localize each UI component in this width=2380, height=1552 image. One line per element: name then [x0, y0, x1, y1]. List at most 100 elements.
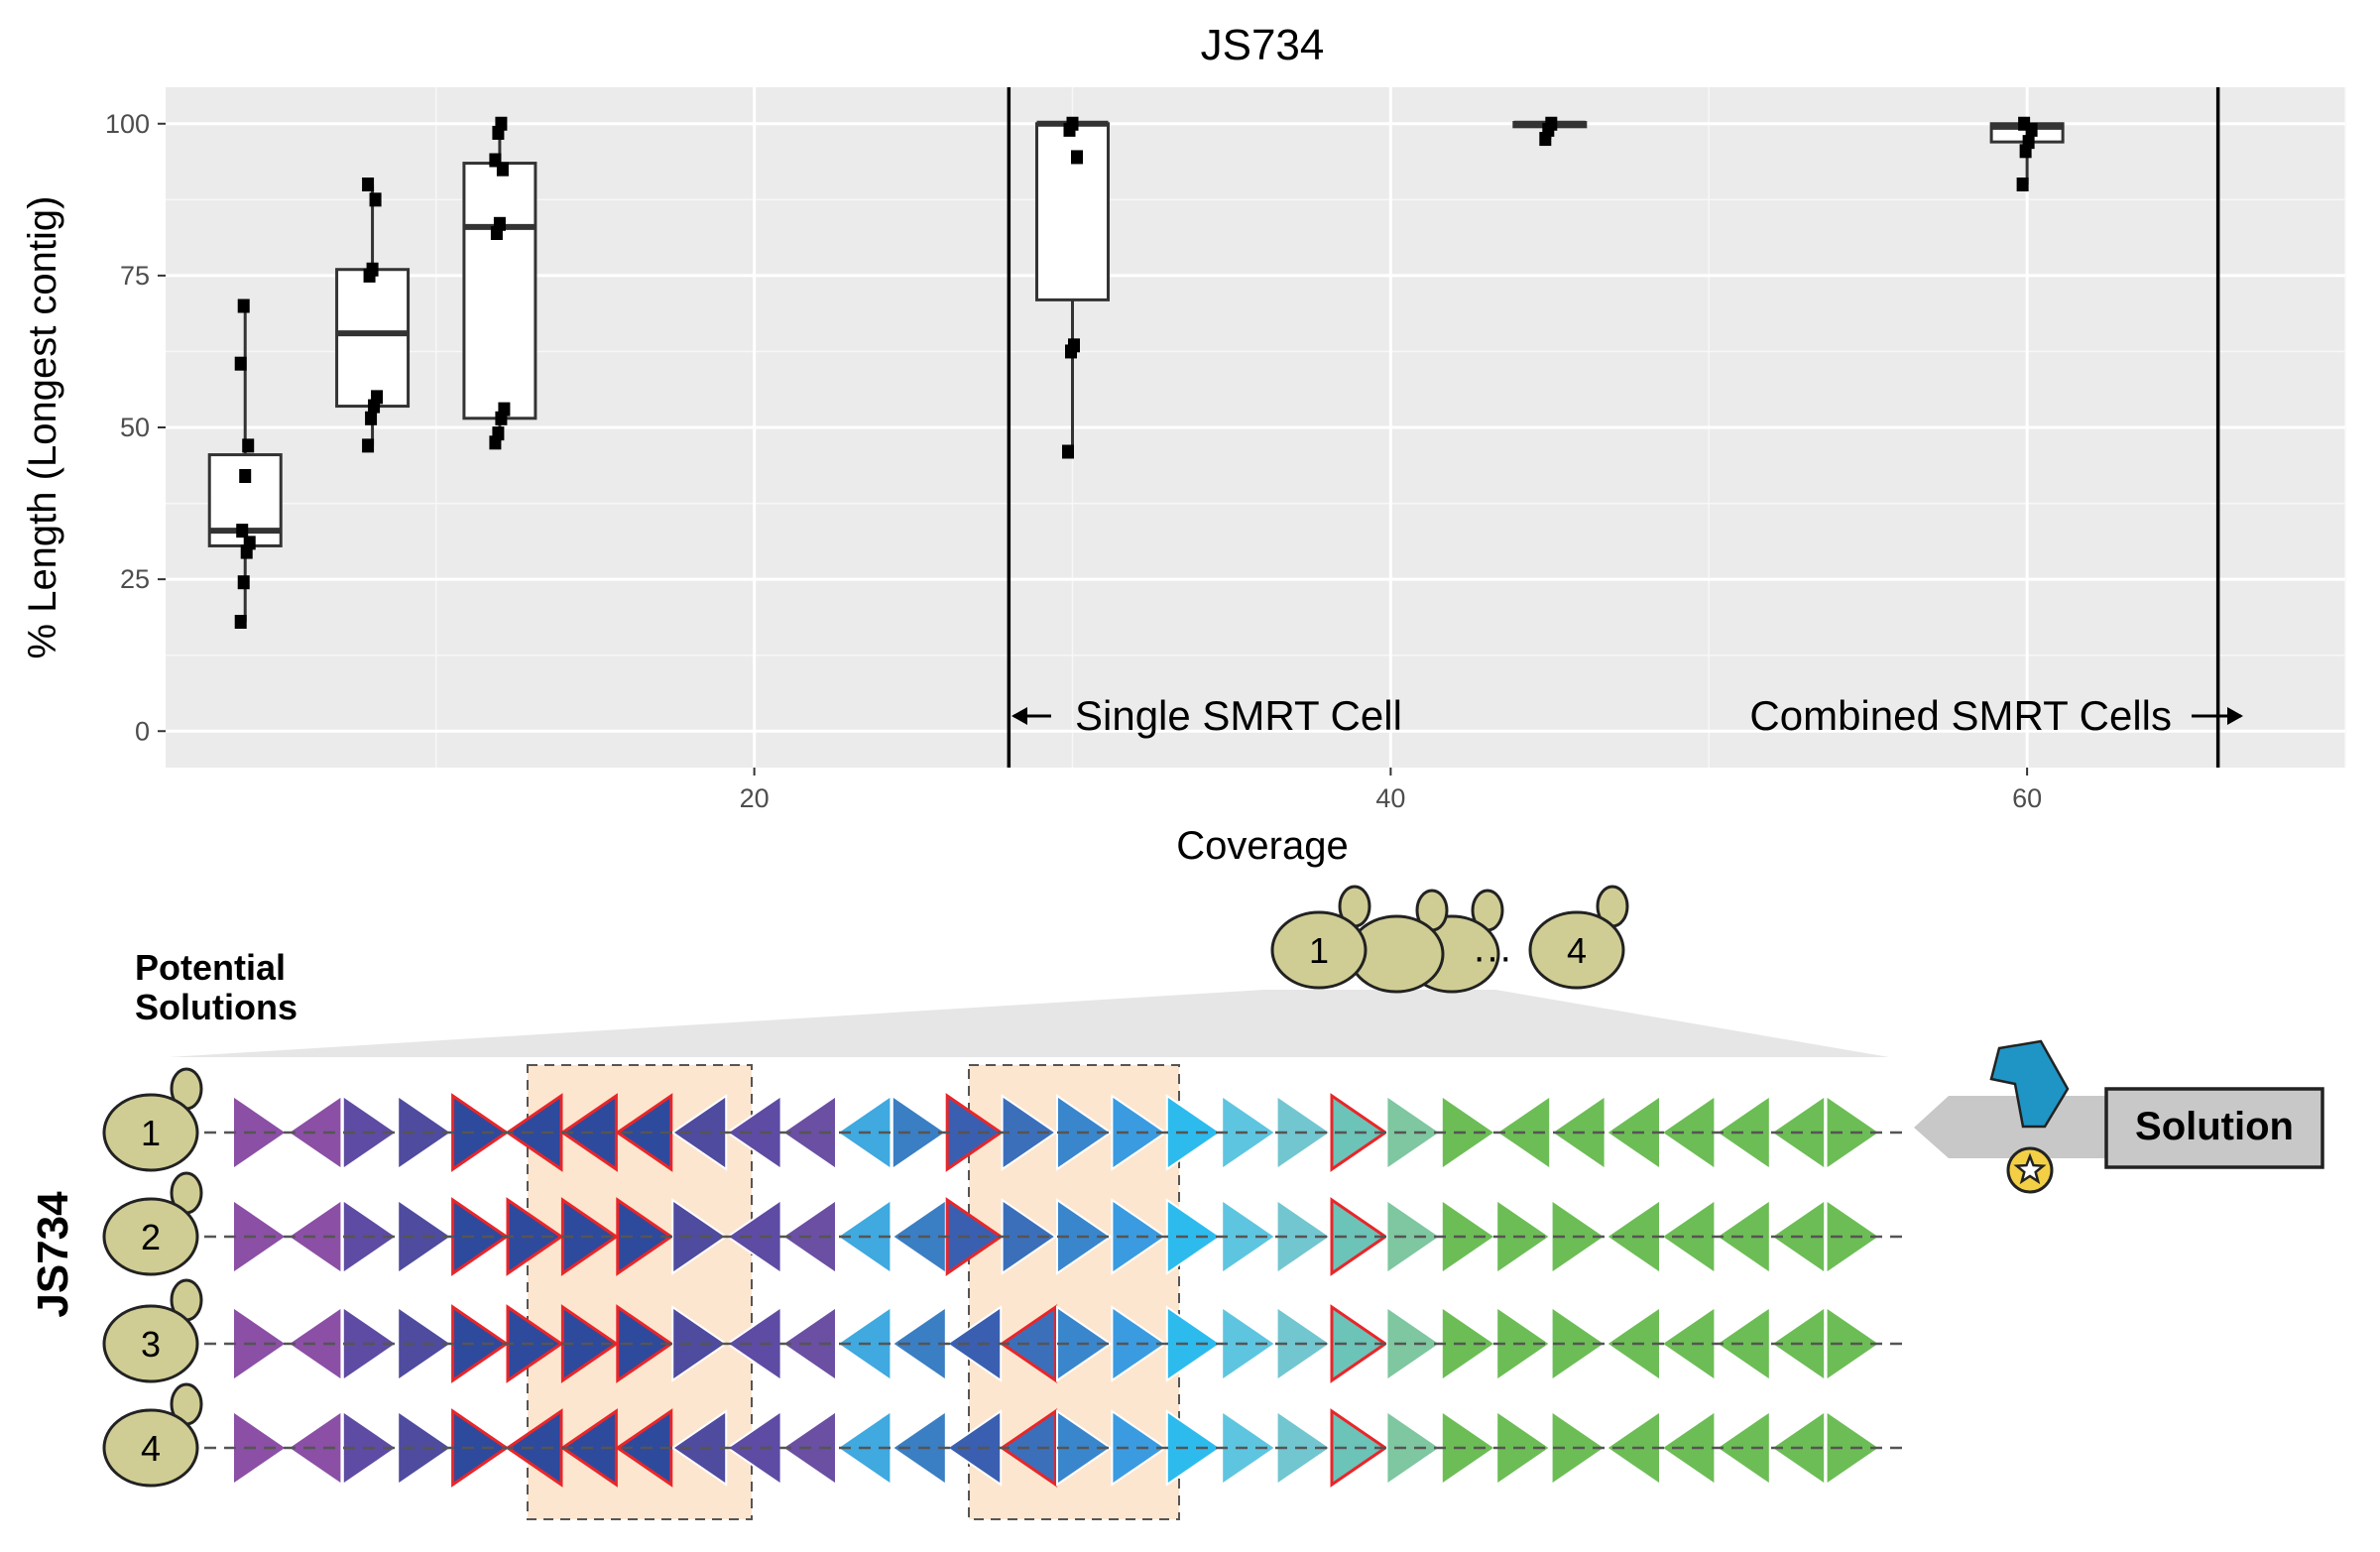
yeast-number: 3 — [141, 1324, 161, 1365]
data-point — [366, 262, 379, 277]
gene-arrow-right — [232, 1305, 289, 1382]
data-point — [2025, 122, 2038, 137]
combined-smrt-label: Combined SMRT Cells — [1749, 692, 2172, 739]
gene-arrow-right — [451, 1093, 510, 1172]
data-point — [2022, 135, 2035, 150]
gene-arrow-right — [1221, 1198, 1277, 1275]
gene-arrow-right — [671, 1198, 728, 1275]
potential-solutions-label: Potential Solutions — [135, 947, 298, 1027]
y-tick-label: 0 — [135, 716, 150, 746]
chart: JS734 0 25 50 75 100 20 40 60 Coverage % Lengt… — [21, 21, 2346, 868]
solution-row-4: 4 — [102, 1382, 1904, 1488]
y-tick-label: 25 — [120, 564, 150, 594]
data-point — [237, 298, 250, 313]
data-point — [1067, 338, 1080, 353]
ellipsis-label: ··· — [1473, 935, 1512, 979]
gene-arrow-left — [1659, 1198, 1717, 1275]
data-point — [2018, 116, 2031, 131]
gene-arrow-left — [1659, 1094, 1717, 1171]
yeast-number: 1 — [1309, 930, 1329, 971]
gene-arrow-right — [1221, 1409, 1277, 1487]
gene-arrow-right — [1440, 1094, 1497, 1171]
gene-arrow-right — [1440, 1409, 1497, 1487]
data-point — [2019, 144, 2032, 159]
data-point — [362, 178, 375, 191]
gene-arrow-right — [232, 1198, 289, 1275]
yeast-cell-4: 4 — [1528, 885, 1629, 990]
data-point — [1066, 116, 1079, 131]
x-axis-label: Coverage — [1176, 824, 1348, 868]
annotation-combined: Combined SMRT Cells — [1749, 692, 2243, 739]
x-tick-label: 40 — [1375, 783, 1405, 813]
y-tick-label: 100 — [105, 109, 150, 139]
solution-row-1: 1 — [102, 1067, 1904, 1172]
data-point — [371, 390, 384, 405]
x-axis-ticks: 20 40 60 — [740, 768, 2042, 813]
data-point — [492, 426, 505, 441]
y-tick-label: 75 — [120, 261, 150, 291]
zoom-wedge — [169, 990, 1889, 1057]
data-point — [237, 575, 250, 590]
data-point — [489, 153, 502, 168]
box-2 — [335, 178, 411, 453]
data-point — [242, 438, 255, 453]
gene-arrow-right — [1440, 1198, 1497, 1275]
y-axis-label: % Length (Longest contig) — [21, 196, 64, 659]
data-point — [236, 524, 249, 538]
box-series — [207, 116, 2065, 629]
gene-arrow-right — [1221, 1305, 1277, 1382]
gene-arrow-right — [451, 1304, 510, 1383]
data-point — [493, 216, 506, 231]
gene-arrow-right — [1165, 1094, 1223, 1171]
box-3 — [462, 116, 537, 450]
star-icon — [2013, 1152, 2047, 1185]
solution-label: Solution — [2135, 1105, 2294, 1148]
solution-rows: 1 2 3 4 — [102, 1067, 1904, 1488]
data-point — [234, 356, 247, 371]
gene-arrow-right — [1221, 1094, 1277, 1171]
data-point — [496, 162, 509, 177]
gene-arrow-right — [1385, 1198, 1443, 1275]
gene-arrow-right — [451, 1197, 510, 1276]
box-5 — [1512, 116, 1588, 147]
gene-arrow-right — [232, 1094, 289, 1171]
solution-row-2: 2 — [102, 1171, 1904, 1276]
data-point — [365, 411, 378, 425]
gene-arrow-right — [671, 1305, 728, 1382]
yeast-number: 2 — [141, 1217, 161, 1257]
gene-arrow-right — [1385, 1409, 1443, 1487]
box-1 — [207, 298, 283, 629]
data-point — [1070, 150, 1083, 165]
box-6 — [1989, 116, 2065, 191]
gene-arrow-left — [1659, 1409, 1717, 1487]
data-point — [1545, 116, 1558, 131]
gene-arrow-right — [1165, 1409, 1223, 1487]
solution-row-3: 3 — [102, 1278, 1904, 1383]
data-point — [239, 469, 252, 483]
yeast-1: 1 — [102, 1067, 203, 1172]
solution-callout: Solution — [1914, 1039, 2324, 1194]
yeast-number: 4 — [141, 1428, 161, 1469]
arrow-right-icon — [2227, 707, 2243, 725]
yeast-number: 1 — [141, 1113, 161, 1153]
box-body — [1034, 122, 1110, 301]
box-body — [462, 162, 537, 420]
gene-arrow-right — [232, 1409, 289, 1487]
data-point — [498, 402, 511, 417]
yeast-cell — [1348, 889, 1449, 994]
gene-arrow-right — [1385, 1094, 1443, 1171]
gene-arrow-right — [1165, 1198, 1223, 1275]
box-4 — [1034, 116, 1110, 459]
y-tick-label: 50 — [120, 413, 150, 442]
single-smrt-label: Single SMRT Cell — [1075, 692, 1402, 739]
yeast-4: 4 — [102, 1382, 203, 1488]
strain-label: JS734 — [29, 1191, 77, 1318]
gene-arrow-right — [451, 1408, 510, 1488]
data-point — [369, 192, 382, 207]
medal-ribbon — [1989, 1039, 2070, 1129]
solution-box — [2104, 1087, 2324, 1169]
yeast-3: 3 — [102, 1278, 203, 1383]
